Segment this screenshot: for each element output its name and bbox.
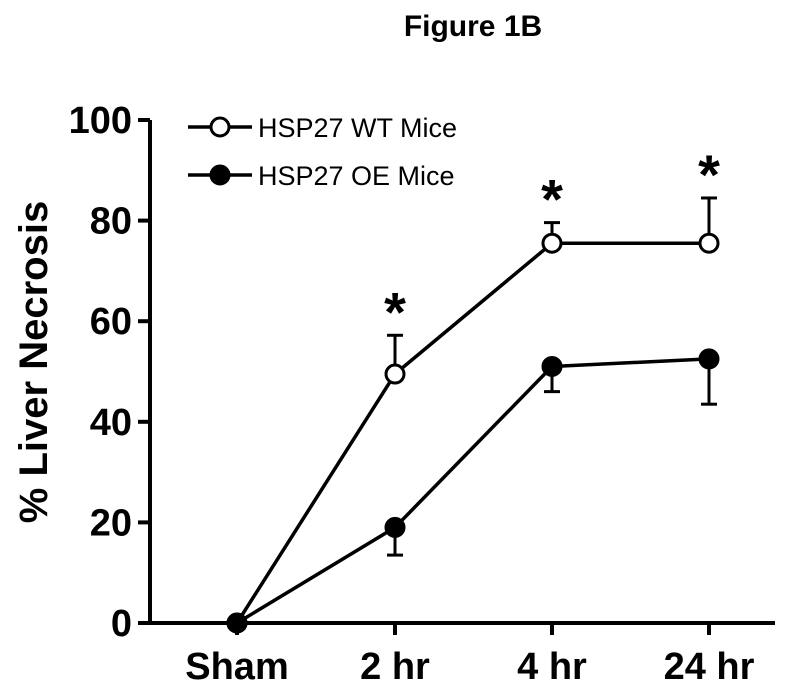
y-tick-label: 100 (69, 100, 132, 142)
x-tick-label: Sham (185, 646, 288, 686)
data-point (384, 516, 406, 538)
legend-label: HSP27 OE Mice (258, 161, 455, 191)
data-point (698, 232, 720, 254)
series-line (235, 241, 709, 624)
legend-label: HSP27 WT Mice (258, 113, 457, 143)
significance-marker: * (698, 143, 720, 206)
y-tick-label: 80 (90, 201, 132, 243)
chart-title: Figure 1B (404, 10, 542, 43)
x-tick-label: 24 hr (664, 646, 755, 686)
data-point (226, 612, 248, 634)
data-point (541, 355, 563, 377)
series-line (236, 357, 710, 625)
y-tick-label: 0 (111, 603, 132, 645)
legend: HSP27 WT Mice HSP27 OE Mice (188, 113, 457, 191)
data-point (541, 232, 563, 254)
y-tick-label: 20 (90, 502, 132, 544)
y-tick-label: 60 (90, 301, 132, 343)
significance-marker: * (384, 280, 406, 343)
plot-area: 0 20 40 60 80 100 Sham 2 hr 4 hr 24 hr * * * (69, 100, 775, 686)
x-tick-label: 4 hr (517, 646, 587, 686)
legend-marker (209, 164, 231, 186)
significance-marker: * (541, 168, 563, 231)
y-tick-label: 40 (90, 402, 132, 444)
legend-marker (209, 116, 231, 138)
data-point (698, 348, 720, 370)
y-axis-label: % Liver Necrosis (12, 201, 56, 523)
data-point (384, 363, 406, 385)
x-tick-label: 2 hr (360, 646, 430, 686)
